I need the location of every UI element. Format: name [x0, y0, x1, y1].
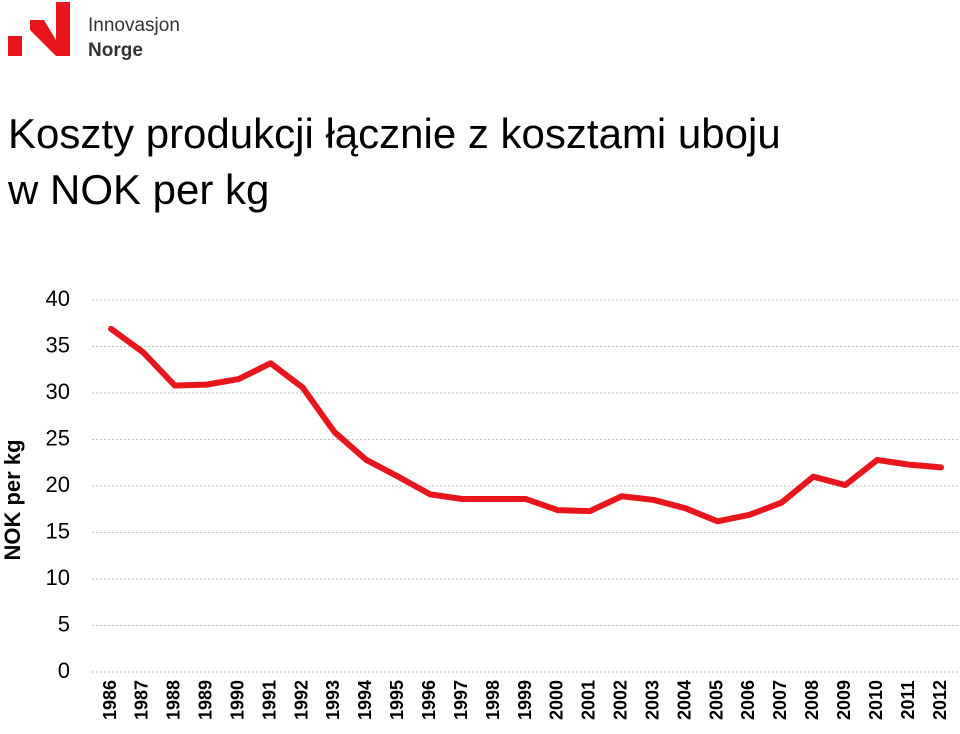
logo-text: Innovasjon — [88, 15, 180, 36]
logo-mark — [8, 36, 22, 56]
x-tick-label: 1989 — [196, 680, 216, 720]
x-tick-label: 1988 — [164, 680, 184, 720]
x-tick-label: 1990 — [227, 680, 247, 720]
y-tick-label: 30 — [46, 379, 70, 404]
x-tick-label: 1992 — [291, 680, 311, 720]
x-tick-label: 1991 — [259, 680, 279, 720]
x-tick-label: 2008 — [802, 680, 822, 720]
x-tick-label: 2012 — [930, 680, 950, 720]
x-tick-label: 2011 — [898, 680, 918, 719]
data-line — [108, 325, 944, 525]
logo: Innovasjon Norge — [8, 2, 180, 61]
y-tick-label: 0 — [58, 658, 70, 683]
x-tick-label: 1996 — [419, 680, 439, 720]
x-tick-label: 1993 — [323, 680, 343, 720]
x-tick-label: 1987 — [132, 680, 152, 720]
logo-mark — [30, 2, 70, 56]
x-tick-label: 2005 — [706, 680, 726, 720]
x-tick-label: 2009 — [834, 680, 854, 720]
x-tick-label: 1986 — [100, 680, 120, 720]
x-tick-label: 1998 — [483, 680, 503, 720]
x-tick-label: 2003 — [642, 680, 662, 720]
x-tick-label: 1997 — [451, 680, 471, 720]
y-tick-label: 40 — [46, 286, 70, 311]
y-tick-label: 25 — [46, 425, 70, 450]
x-tick-label: 2010 — [866, 680, 886, 720]
x-tick-label: 2006 — [738, 680, 758, 720]
x-tick-label: 2000 — [547, 680, 567, 720]
y-tick-label: 5 — [58, 611, 70, 636]
x-tick-label: 2002 — [611, 680, 631, 720]
y-tick-label: 35 — [46, 332, 70, 357]
logo-text: Norge — [88, 40, 143, 61]
x-tick-label: 2001 — [579, 680, 599, 720]
x-tick-label: 1999 — [515, 680, 535, 720]
x-tick-label: 2007 — [770, 680, 790, 720]
y-tick-label: 10 — [46, 565, 70, 590]
x-tick-label: 1994 — [355, 680, 375, 720]
y-tick-label: 15 — [46, 518, 70, 543]
y-tick-label: 20 — [46, 472, 70, 497]
x-tick-label: 2004 — [674, 680, 694, 720]
y-axis-title: NOK per kg — [0, 439, 25, 560]
chart-title: Koszty produkcji łącznie z kosztami uboj… — [8, 110, 781, 213]
x-tick-label: 1995 — [387, 680, 407, 720]
